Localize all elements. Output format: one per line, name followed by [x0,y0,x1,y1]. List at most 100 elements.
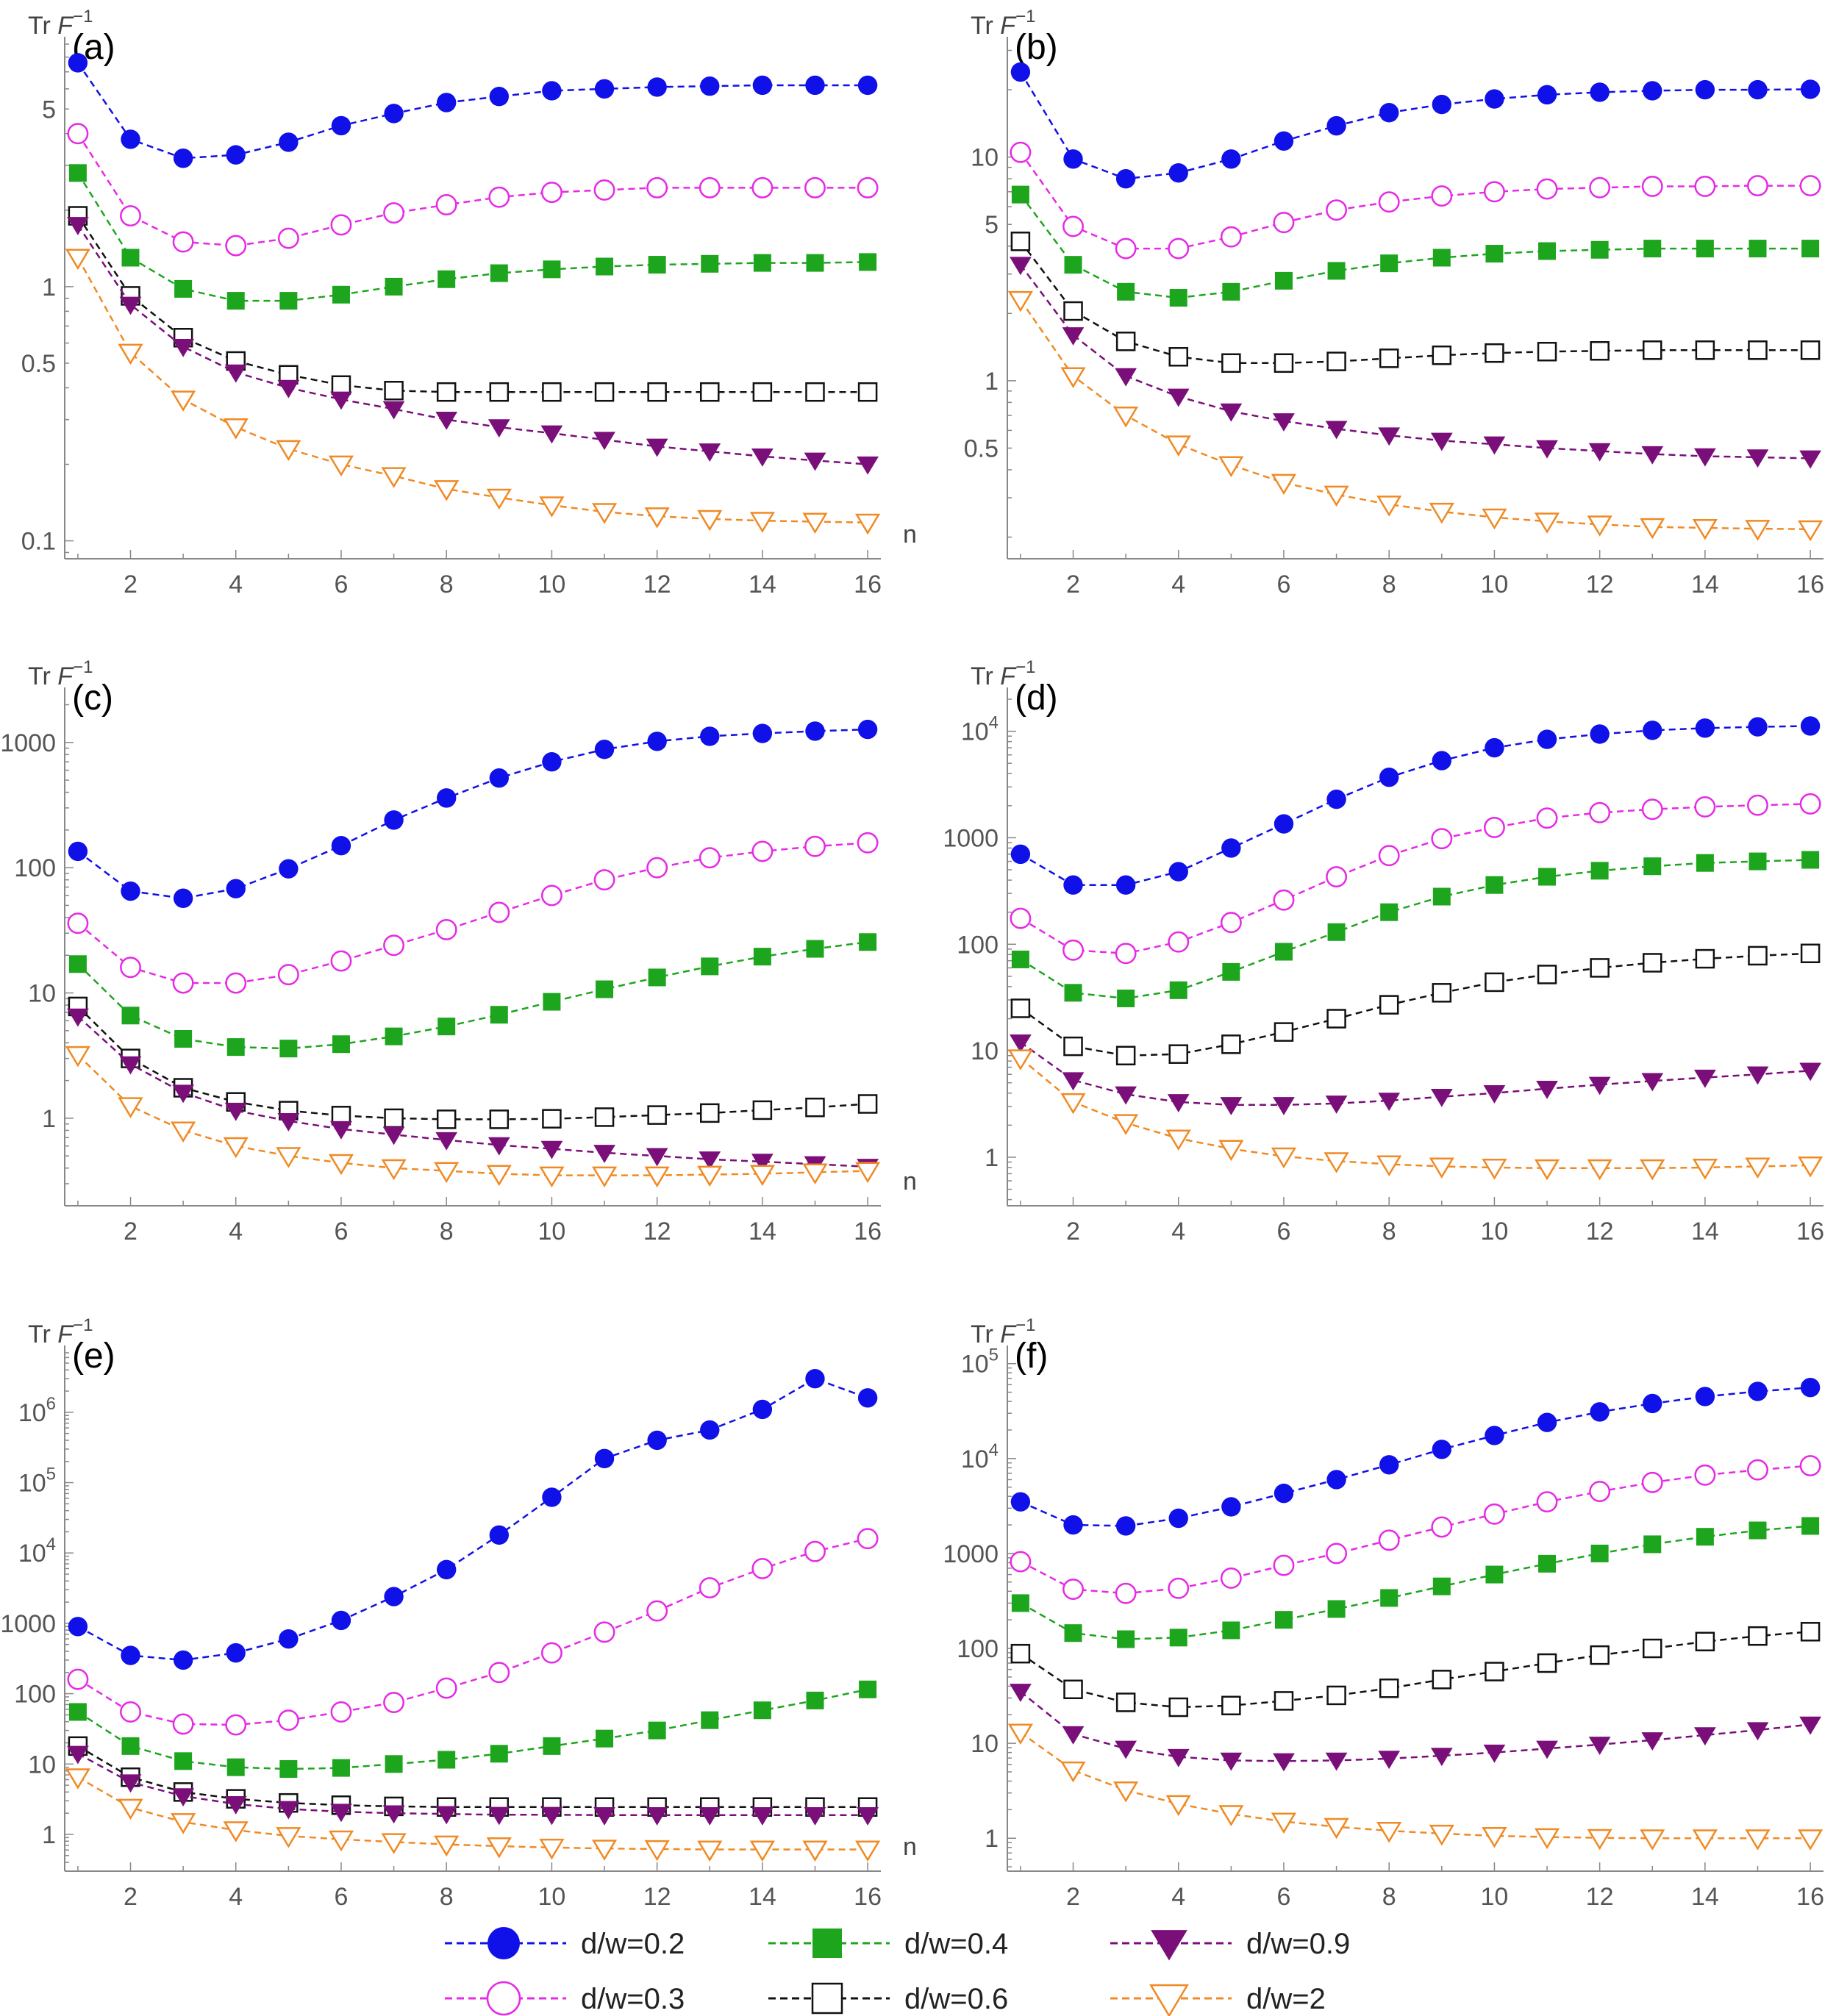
y-tick-label: 104 [18,1534,56,1568]
data-point [804,1540,826,1562]
legend-label: d/w=0.2 [581,1928,685,1960]
data-point [224,1102,247,1121]
data-point [1063,875,1083,895]
data-point [596,980,614,998]
data-point [1063,301,1083,321]
data-point [1588,1737,1611,1755]
data-point [539,496,565,518]
data-point [1695,718,1715,738]
data-point [1485,245,1504,263]
data-point [1380,1589,1399,1607]
data-point [1587,1829,1612,1851]
data-point [383,934,405,957]
data-point [1221,149,1241,169]
series-line [1020,1386,1811,1527]
y-tick-label: 100 [957,931,999,959]
data-point [1432,751,1452,771]
x-tick-label: 2 [1066,571,1080,598]
data-point [1537,1412,1557,1432]
data-point [1483,1503,1505,1525]
data-point [752,382,773,402]
panel-label: (b) [1015,28,1058,67]
y-tick-label: 100 [14,854,56,882]
data-point [1379,1679,1399,1698]
data-point [486,1165,512,1187]
data-point [121,249,140,267]
series-line [1020,1525,1811,1640]
data-point [1641,1471,1663,1493]
data-point [751,840,774,862]
series-d-w-0.2 [68,1369,878,1670]
data-point [1799,1716,1821,1735]
y-tick-label: 1000 [0,1610,56,1638]
data-point [1643,721,1662,740]
data-point [1748,717,1768,737]
data-point [857,1388,878,1408]
series-d-w-0.2 [1010,62,1821,189]
data-point [1011,1594,1029,1612]
series-line [1019,71,1811,180]
data-point [647,382,667,402]
panel-e: 1 10 100 1000 104 105 106 2 4 6 8 10 12 14 16 Tr F−1 n (e… [0,1315,917,1911]
data-point [172,338,195,357]
x-tick-label: 6 [1277,1883,1291,1911]
series-d-w-2 [1007,1049,1824,1181]
data-point [699,847,721,869]
data-point [1746,449,1769,468]
data-point [119,1056,142,1075]
data-point [277,379,300,398]
data-point [1537,729,1557,749]
data-point [1485,1565,1504,1584]
data-point [381,1159,407,1181]
data-point [646,1148,668,1167]
data-point [593,179,615,201]
data-point [385,1027,403,1045]
data-point [1380,903,1399,921]
data-point [1378,427,1401,446]
series-line [77,1054,868,1176]
legend-entry: d/w=0.3 [445,1981,685,2016]
series-d-w-0.9 [67,217,879,475]
data-point [1747,175,1768,197]
data-point [1326,1685,1346,1706]
x-tick-label: 4 [229,571,243,598]
y-tick-label: 100 [14,1681,56,1709]
data-point [68,1703,87,1721]
data-point [434,1162,460,1184]
data-point [1748,79,1768,100]
data-point [1798,520,1824,542]
data-point [384,1587,404,1606]
data-point [381,1833,407,1854]
y-tick-label: 10 [28,1751,56,1779]
data-point [1536,1491,1558,1513]
data-point [1432,345,1452,365]
data-point [121,129,140,149]
data-point [1376,1155,1402,1177]
data-point [487,419,510,438]
y-tick-label: 104 [961,1440,999,1473]
x-tick-label: 2 [124,1218,137,1245]
data-point [701,1711,719,1729]
data-point [753,1701,771,1720]
y-tick-label: 106 [18,1394,56,1427]
x-tick-label: 8 [1382,1218,1396,1245]
data-point [1165,1129,1191,1151]
data-point [1062,1579,1084,1601]
data-point [1801,240,1820,258]
y-tick-label: 10 [971,144,999,172]
series-d-w-2 [65,1768,881,1862]
data-point [1274,271,1293,290]
data-point [594,1448,615,1468]
data-point [701,957,719,976]
data-point [1271,1812,1297,1834]
data-point [539,1166,565,1188]
data-point [328,1154,354,1176]
data-point [1113,407,1139,428]
data-point [1536,1081,1558,1099]
data-point [1799,1062,1821,1082]
data-point [384,381,404,401]
data-point [1643,81,1662,101]
data-point [700,726,720,746]
data-point [332,285,350,304]
data-point [330,1804,352,1823]
